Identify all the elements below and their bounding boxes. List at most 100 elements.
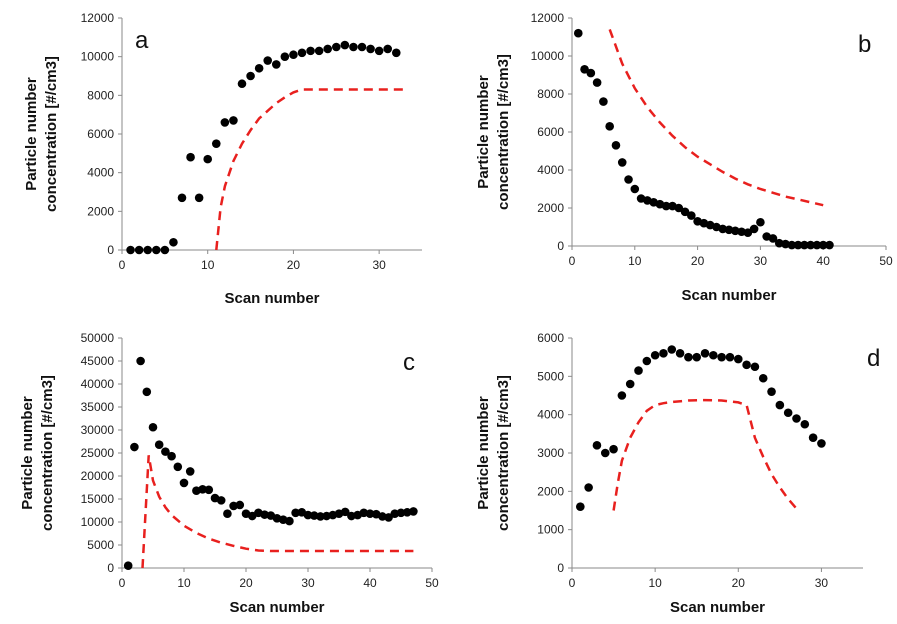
- data-point: [737, 227, 746, 237]
- y-axis-label: Particle number: [23, 77, 40, 191]
- y-tick-label: 2000: [537, 484, 564, 498]
- y-tick-label: 35000: [81, 400, 115, 414]
- panel-c: 0 5000 10000 15000 20000 25000 30000 35000 40000…: [19, 331, 439, 616]
- model-dashed-line: [215, 88, 405, 251]
- data-point: [331, 42, 341, 52]
- model-dashed-line: [612, 398, 798, 511]
- data-point: [609, 444, 618, 454]
- data-point: [123, 561, 133, 570]
- y-tick-label: 6000: [537, 125, 564, 139]
- data-point: [818, 240, 828, 250]
- model-dashed-line: [141, 455, 414, 569]
- x-tick-label: 0: [119, 258, 126, 272]
- y-axis-label: concentration [#/cm3]: [495, 54, 512, 210]
- y-tick-label: 40000: [81, 377, 115, 391]
- y-tick-label: 12000: [531, 11, 565, 25]
- data-point: [142, 387, 152, 397]
- panel-d: 0 1000 2000 3000 4000 5000 6000 0 10 20 30 Scan num…: [475, 331, 880, 616]
- data-point: [316, 512, 325, 521]
- data-point: [280, 52, 290, 61]
- x-axis-label: Scan number: [224, 290, 319, 307]
- panel-letter: b: [858, 31, 871, 58]
- data-point: [384, 513, 393, 522]
- x-tick-label: 20: [239, 576, 253, 590]
- x-axis-label: Scan number: [670, 599, 765, 616]
- data-point: [793, 240, 803, 250]
- data-point: [235, 500, 245, 510]
- data-point: [271, 60, 281, 69]
- data-point: [599, 97, 608, 106]
- data-point: [365, 509, 375, 519]
- data-point: [800, 419, 810, 429]
- y-axis-label: Particle number: [19, 396, 36, 510]
- data-point: [576, 502, 585, 511]
- x-tick-label: 30: [754, 254, 768, 268]
- panel-b: 0 2000 4000 6000 8000 10000 12000 0 10 20 30 40 50 Sc…: [475, 11, 893, 304]
- x-tick-label: 30: [301, 576, 315, 590]
- data-point: [812, 240, 822, 250]
- y-tick-label: 45000: [81, 354, 115, 368]
- data-point: [198, 485, 207, 494]
- y-tick-label: 10000: [81, 515, 115, 529]
- y-axis-label: concentration [#/cm3]: [43, 56, 60, 212]
- data-point: [203, 154, 213, 164]
- data-point: [724, 225, 734, 235]
- y-tick-label: 4000: [87, 166, 114, 180]
- y-tick-label: 0: [107, 561, 114, 575]
- data-point: [659, 349, 668, 358]
- data-point: [289, 50, 298, 60]
- y-tick-label: 0: [557, 561, 564, 575]
- x-tick-label: 10: [628, 254, 642, 268]
- data-point: [173, 462, 183, 472]
- data-point: [733, 354, 743, 364]
- data-point: [800, 240, 809, 250]
- data-point: [781, 239, 790, 249]
- data-point: [409, 507, 418, 516]
- data-point: [787, 240, 797, 250]
- data-point: [584, 483, 593, 492]
- data-point: [630, 184, 640, 194]
- data-point: [357, 42, 367, 52]
- x-tick-label: 50: [879, 254, 893, 268]
- data-point: [650, 350, 660, 360]
- y-tick-label: 5000: [87, 538, 114, 552]
- data-point: [692, 352, 702, 362]
- data-point: [167, 451, 176, 461]
- data-point: [774, 238, 784, 248]
- y-tick-label: 20000: [81, 469, 115, 483]
- model-dashed-line: [608, 28, 824, 207]
- y-tick-label: 0: [557, 239, 564, 253]
- x-tick-label: 50: [425, 576, 439, 590]
- data-point: [349, 42, 358, 52]
- data-point: [592, 78, 602, 87]
- data-point: [758, 373, 768, 383]
- y-tick-label: 30000: [81, 423, 115, 437]
- x-tick-label: 20: [732, 576, 746, 590]
- data-point: [154, 440, 164, 450]
- data-point: [642, 356, 652, 366]
- data-point: [749, 224, 759, 234]
- data-point: [194, 193, 204, 203]
- y-tick-label: 4000: [537, 408, 564, 422]
- x-tick-label: 40: [817, 254, 831, 268]
- data-point: [151, 245, 161, 255]
- x-tick-label: 30: [372, 258, 386, 272]
- data-point: [580, 65, 589, 74]
- data-point: [573, 28, 583, 38]
- y-tick-label: 2000: [537, 201, 564, 215]
- data-point: [667, 345, 677, 354]
- data-point: [148, 422, 158, 432]
- data-point: [709, 350, 718, 360]
- data-point: [285, 516, 294, 526]
- data-point: [143, 245, 153, 255]
- data-point: [246, 71, 255, 81]
- data-point: [130, 442, 139, 452]
- data-point: [674, 203, 684, 213]
- data-point: [684, 352, 693, 362]
- data-point: [216, 496, 226, 505]
- panel-letter: d: [867, 345, 880, 372]
- data-point: [254, 63, 264, 73]
- data-point: [718, 224, 728, 234]
- data-point: [391, 48, 401, 58]
